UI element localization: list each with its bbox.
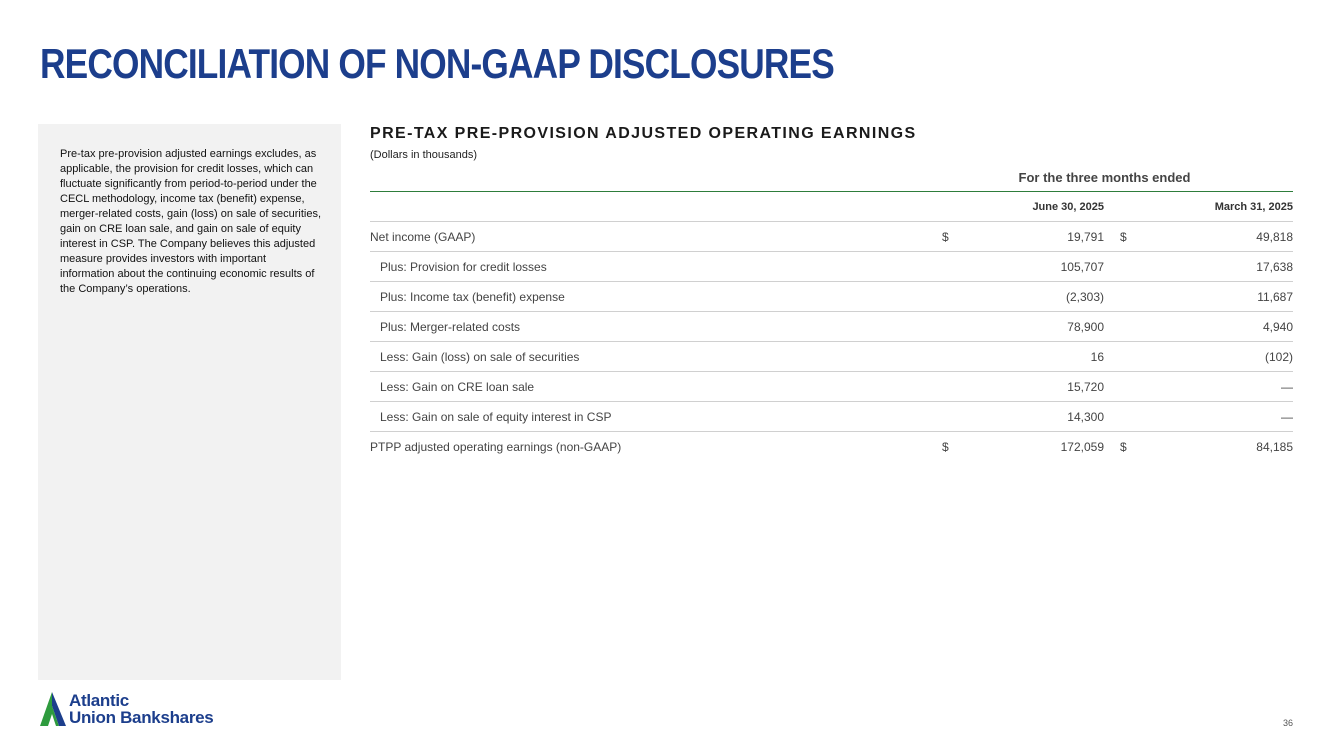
- value-q2: 105,707: [982, 251, 1104, 282]
- sidebar-note: Pre-tax pre-provision adjusted earnings …: [38, 124, 341, 680]
- column-header-q1: March 31, 2025: [1160, 192, 1293, 222]
- page-title: RECONCILIATION OF NON-GAAP DISCLOSURES: [40, 40, 835, 87]
- value-q2: 15,720: [982, 371, 1104, 402]
- value-q1: 84,185: [1160, 431, 1293, 461]
- value-q2: 78,900: [982, 311, 1104, 342]
- table-title: PRE-TAX PRE-PROVISION ADJUSTED OPERATING…: [370, 125, 917, 142]
- value-q1: 4,940: [1160, 311, 1293, 342]
- value-q1: (102): [1160, 341, 1293, 372]
- value-q1: 49,818: [1160, 221, 1293, 252]
- total-row: PTPP adjusted operating earnings (non-GA…: [370, 431, 1293, 461]
- row-label: Plus: Merger-related costs: [370, 311, 926, 342]
- table-row: Less: Gain on CRE loan sale 15,720 —: [370, 371, 1293, 402]
- logo-mark-icon: [40, 692, 66, 726]
- value-q1: 17,638: [1160, 251, 1293, 282]
- table-subtitle: (Dollars in thousands): [370, 149, 477, 161]
- value-q2: 172,059: [982, 431, 1104, 461]
- row-label: Less: Gain (loss) on sale of securities: [370, 341, 926, 372]
- page-number: 36: [1282, 718, 1293, 728]
- table-row: Net income (GAAP) $ 19,791 $ 49,818: [370, 221, 1293, 252]
- currency-symbol: $: [1104, 431, 1160, 461]
- column-header-blank: [370, 192, 926, 222]
- value-q1: 11,687: [1160, 281, 1293, 312]
- row-label: Net income (GAAP): [370, 221, 926, 252]
- row-label: PTPP adjusted operating earnings (non-GA…: [370, 439, 622, 454]
- table-row: Plus: Income tax (benefit) expense (2,30…: [370, 281, 1293, 312]
- value-q2: 14,300: [982, 401, 1104, 432]
- value-q1: —: [1160, 401, 1293, 432]
- logo-text-line2: Union Bankshares: [69, 708, 214, 727]
- table-row: Less: Gain (loss) on sale of securities …: [370, 341, 1293, 372]
- currency-symbol: $: [1104, 221, 1160, 252]
- row-label: Less: Gain on CRE loan sale: [370, 371, 926, 402]
- table-row: Plus: Merger-related costs 78,900 4,940: [370, 311, 1293, 342]
- header-rule: [370, 191, 1293, 192]
- sidebar-note-text: Pre-tax pre-provision adjusted earnings …: [60, 148, 322, 295]
- value-q2: 16: [982, 341, 1104, 372]
- currency-symbol: $: [926, 431, 982, 461]
- logo-text-line1: Atlantic: [69, 691, 129, 710]
- column-header-q2: June 30, 2025: [982, 192, 1104, 222]
- value-q1: —: [1160, 371, 1293, 402]
- currency-symbol: $: [926, 221, 982, 252]
- period-header: For the three months ended: [916, 170, 1293, 192]
- table-row: Plus: Provision for credit losses 105,70…: [370, 251, 1293, 282]
- row-label: Plus: Income tax (benefit) expense: [370, 281, 926, 312]
- reconciliation-table: June 30, 2025 March 31, 2025 Net income …: [370, 192, 1293, 461]
- value-q2: (2,303): [982, 281, 1104, 312]
- company-logo: Atlantic Union Bankshares: [40, 691, 214, 727]
- table-row: Less: Gain on sale of equity interest in…: [370, 401, 1293, 432]
- column-header-row: June 30, 2025 March 31, 2025: [370, 192, 1293, 222]
- row-label: Less: Gain on sale of equity interest in…: [370, 401, 926, 432]
- value-q2: 19,791: [982, 221, 1104, 252]
- row-label: Plus: Provision for credit losses: [370, 251, 926, 282]
